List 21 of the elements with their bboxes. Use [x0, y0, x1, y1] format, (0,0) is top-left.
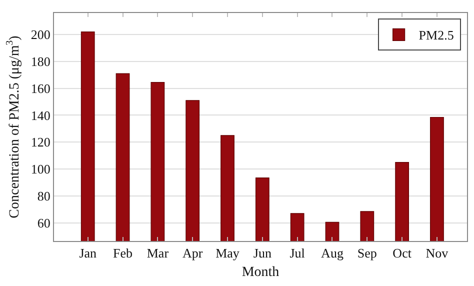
- y-tick-label: 60: [37, 215, 50, 230]
- x-tick-label: Jul: [290, 246, 306, 261]
- y-tick-label: 120: [30, 134, 50, 150]
- y-tick-label: 80: [37, 188, 50, 204]
- y-tick-label: 140: [30, 108, 50, 123]
- y-tick-label: 200: [30, 27, 50, 42]
- legend-label: PM2.5: [418, 28, 454, 43]
- y-tick-label: 160: [30, 80, 50, 96]
- x-tick-label: Mar: [146, 246, 170, 261]
- x-tick-label: Nov: [426, 246, 449, 261]
- x-axis-title: Month: [242, 264, 280, 280]
- x-tick-label: Aug: [321, 246, 344, 261]
- x-tick-label: Jan: [79, 246, 98, 261]
- x-tick-label: Feb: [113, 246, 133, 261]
- x-tick-label: May: [216, 246, 240, 261]
- x-tick-label: Sep: [357, 246, 377, 261]
- y-tick-label: 100: [30, 162, 50, 177]
- x-tick-label: Oct: [392, 246, 412, 261]
- y-tick-label: 180: [30, 54, 50, 69]
- x-tick-label: Apr: [182, 246, 204, 261]
- x-tick-label: Jun: [253, 246, 272, 261]
